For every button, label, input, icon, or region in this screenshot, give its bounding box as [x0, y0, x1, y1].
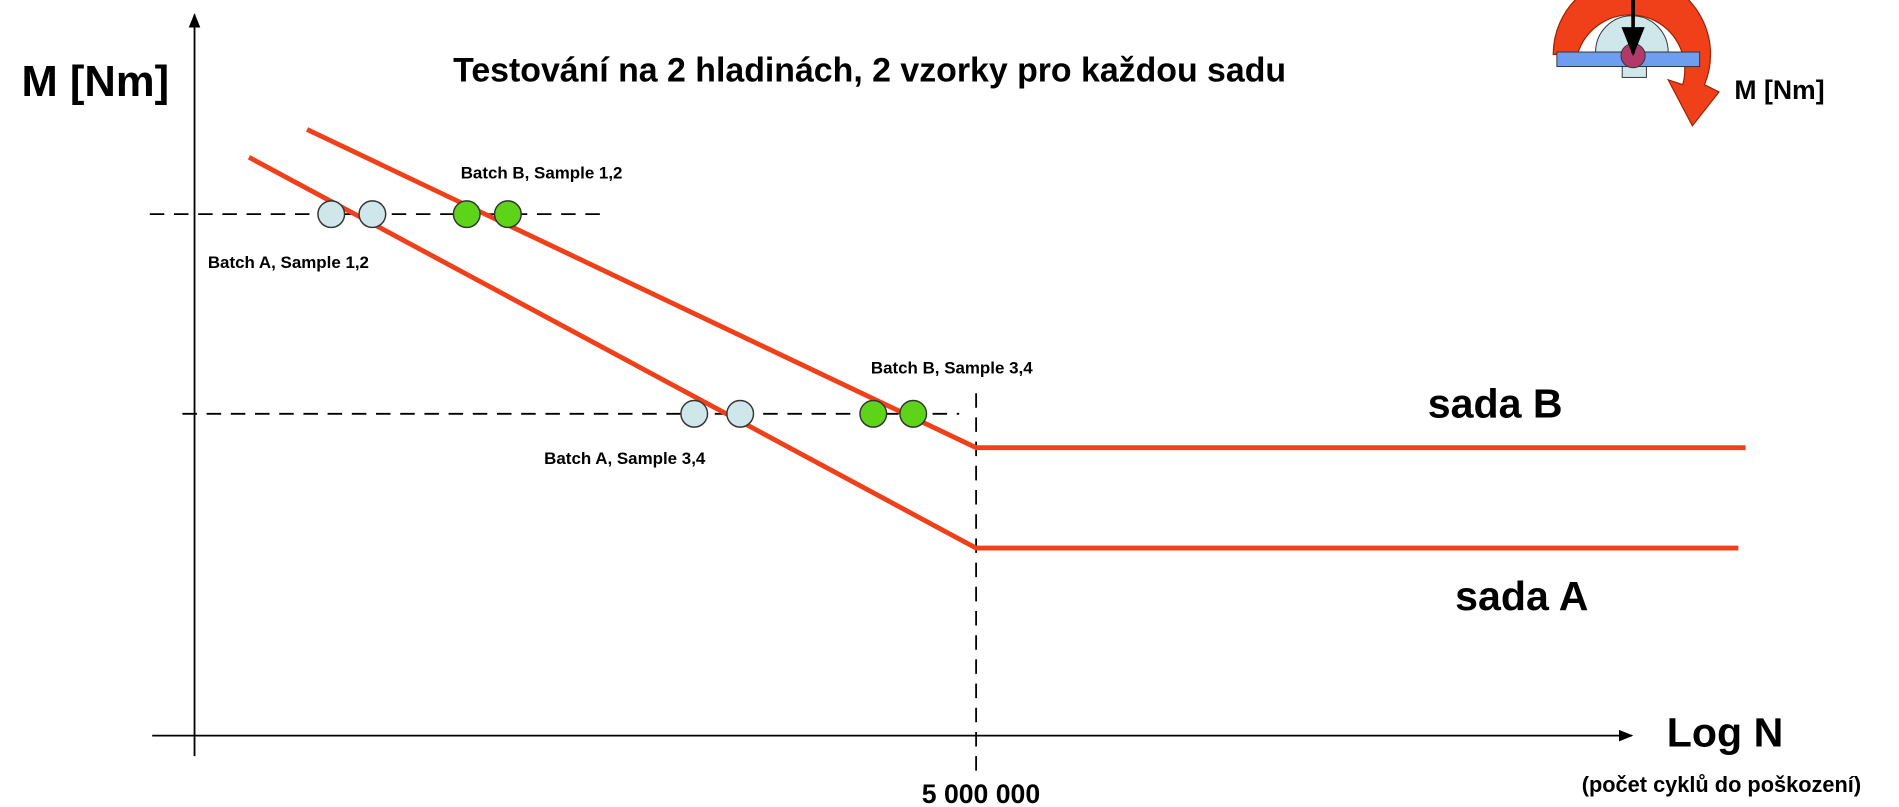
sample-point [727, 400, 754, 427]
curve-label: sada B [1428, 380, 1563, 426]
sample-point [318, 201, 345, 228]
point-label: Batch B, Sample 3,4 [871, 358, 1033, 377]
sample-point [860, 400, 887, 427]
point-label: Batch B, Sample 1,2 [461, 164, 623, 183]
point-label: Batch A, Sample 1,2 [208, 253, 369, 272]
torque-icon [1553, 0, 1719, 126]
sample-point [359, 201, 386, 228]
title: Testování na 2 hladinách, 2 vzorky pro k… [453, 52, 1286, 90]
sample-point [495, 201, 522, 228]
x-marker-label: 5 000 000 [922, 779, 1040, 807]
sample-point [453, 201, 480, 228]
sample-point [681, 400, 708, 427]
x-axis-sublabel: (počet cyklů do poškození) [1582, 772, 1861, 797]
curve-label: sada A [1455, 573, 1588, 619]
point-label: Batch A, Sample 3,4 [544, 449, 706, 468]
sample-point [900, 400, 927, 427]
x-axis-label: Log N [1667, 709, 1784, 755]
diagram: M [Nm] Testování na 2 hladinách, 2 vzork… [0, 0, 1899, 807]
y-axis-label: M [Nm] [22, 58, 170, 106]
icon-label: M [Nm] [1734, 75, 1824, 105]
